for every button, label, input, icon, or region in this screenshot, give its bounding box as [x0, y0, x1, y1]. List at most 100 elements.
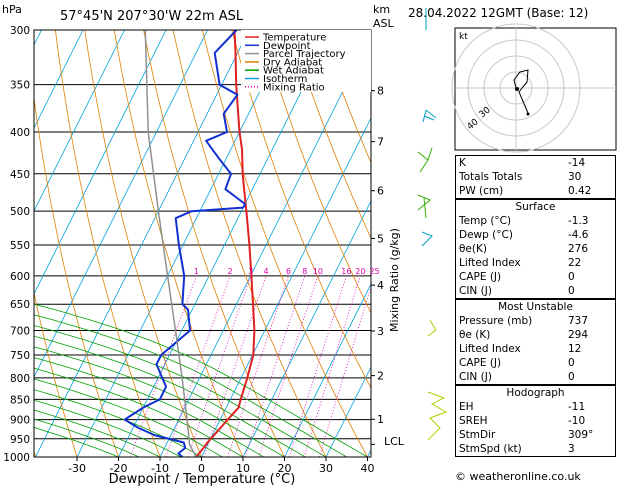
- surface-row: θe(K) 276: [459, 243, 589, 255]
- hodograph-table-row: SREH -10: [459, 415, 586, 427]
- pressure-tick-label: 450: [10, 169, 30, 181]
- dry-adiabat: [55, 30, 161, 457]
- dry-adiabat: [290, 30, 371, 240]
- temperature-tick-label: -10: [151, 462, 169, 475]
- temperature-tick-label: -20: [110, 462, 128, 475]
- mixing-ratio-label: 8: [302, 267, 307, 276]
- wind-barb: [417, 147, 433, 173]
- hodograph-table-row: StmSpd (kt) 3: [459, 443, 575, 455]
- datetime-label: 28.04.2022 12GMT (Base: 12): [408, 6, 589, 20]
- mixing-ratio-label: 16: [341, 267, 351, 276]
- wind-barb: [427, 391, 448, 441]
- wind-barb: [421, 231, 433, 247]
- mixing-ratio-label: 4: [264, 267, 269, 276]
- isotherm: [76, 30, 291, 457]
- pressure-tick-label: 350: [10, 80, 30, 92]
- surface-row: CIN (J) 0: [459, 285, 575, 297]
- height-tick-label: 1: [377, 413, 384, 426]
- series-lines: [123, 30, 256, 457]
- most-unstable-title: Most Unstable: [456, 299, 615, 314]
- height-tick-label: 8: [377, 85, 384, 98]
- dry-adiabat: [34, 291, 78, 457]
- pressure-unit: hPa: [2, 3, 22, 16]
- dry-adiabat: [202, 30, 368, 457]
- wet-adiabat: [34, 389, 202, 457]
- dry-adiabat: [260, 30, 371, 314]
- pressure-tick-label: 750: [10, 350, 30, 362]
- mixing-ratio-line: [244, 275, 306, 457]
- isotherm: [242, 200, 371, 457]
- pressure-tick-label: 1000: [3, 452, 30, 464]
- temperature-tick-label: 10: [236, 462, 250, 475]
- mixing-ratio-line: [130, 275, 197, 457]
- series-line-temperature: [195, 30, 256, 457]
- isotherm: [35, 30, 250, 457]
- surface-section: Surface Temp (°C) -1.3 Dewp (°C) -4.6 θe(K…: [455, 199, 616, 299]
- hodograph-trace: [513, 69, 529, 114]
- series-line-parcel-trajectory: [144, 30, 197, 457]
- wet-adiabat: [34, 399, 181, 457]
- hodograph-table-section: Hodograph EH -11 SREH -10 StmDir 309° StmSp…: [455, 385, 616, 457]
- pressure-tick-label: 950: [10, 434, 30, 446]
- indices-panel: K -14 Totals Totals 30 PW (cm) 0.42 Surface…: [455, 155, 616, 457]
- surface-row: CAPE (J) 0: [459, 271, 575, 283]
- isotherm: [325, 366, 371, 457]
- surface-row: Dewp (°C) -4.6: [459, 229, 589, 241]
- pressure-tick-label: 500: [10, 206, 30, 218]
- pressure-tick-label: 650: [10, 299, 30, 311]
- wet-adiabat: [34, 325, 327, 457]
- pressure-tick-label: 400: [10, 127, 30, 139]
- pressure-tick-label: 550: [10, 240, 30, 252]
- legend-label: Dewpoint: [263, 41, 311, 52]
- isotherm: [159, 34, 371, 457]
- height-tick-label: 2: [377, 370, 384, 383]
- pressure-tick-label: 700: [10, 326, 30, 338]
- background-lines: [34, 30, 371, 457]
- surface-title: Surface: [456, 199, 615, 214]
- x-axis-label: Dewpoint / Temperature (°C): [109, 472, 296, 486]
- wind-barb: [417, 194, 431, 219]
- pressure-tick-label: 600: [10, 271, 30, 283]
- isotherm: [284, 283, 371, 457]
- mixing-ratio-label: 1: [194, 267, 199, 276]
- wet-adiabat: [34, 357, 265, 457]
- index-row-pw: PW (cm) 0.42: [459, 185, 592, 197]
- dry-adiabat: [231, 30, 371, 389]
- axis-labels: 3003504004505005506006507007508008509009…: [3, 25, 384, 475]
- dry-adiabat: [84, 30, 202, 457]
- legend-label: Isotherm: [263, 74, 307, 85]
- wet-adiabat: [34, 346, 285, 457]
- isotherm: [201, 117, 371, 457]
- hodograph-unit: kt: [459, 32, 468, 42]
- wet-adiabat: [34, 335, 306, 457]
- temperature-tick-label: 30: [319, 462, 333, 475]
- most-unstable-row: CAPE (J) 0: [459, 357, 575, 369]
- mixing-ratio-line: [288, 275, 347, 457]
- mixing-ratio-label: 20: [355, 267, 365, 276]
- pressure-tick-label: 850: [10, 394, 30, 406]
- wet-adiabat: [34, 314, 348, 457]
- plot-frame: [33, 29, 372, 458]
- height-tick-label: 6: [377, 185, 384, 198]
- pressure-tick-label: 900: [10, 415, 30, 427]
- temperature-tick-label: 20: [278, 462, 292, 475]
- storm-motion-marker: [515, 87, 519, 91]
- index-row-tt: Totals Totals 30: [459, 171, 582, 183]
- dry-adiabat: [143, 30, 285, 457]
- mixing-ratio-label: 10: [313, 267, 323, 276]
- series-line-dewpoint: [123, 30, 246, 457]
- hodograph-table-row: EH -11: [459, 401, 586, 413]
- temperature-tick-label: -30: [68, 462, 86, 475]
- most-unstable-row: θe (K) 294: [459, 329, 589, 341]
- most-unstable-section: Most Unstable Pressure (mb) 737 θe (K) 294…: [455, 299, 616, 385]
- surface-row: Lifted Index 22: [459, 257, 582, 269]
- legend-label: Temperature: [262, 33, 326, 44]
- pressure-tick-label: 800: [10, 373, 30, 385]
- wind-barbs: [417, 8, 448, 441]
- mixing-ratio-line: [318, 285, 371, 457]
- mixing-ratio-label: 6: [286, 267, 291, 276]
- copyright-text[interactable]: © weatheronline.co.uk: [455, 470, 581, 483]
- lcl-label: LCL: [384, 435, 405, 448]
- wet-adiabat: [34, 367, 244, 457]
